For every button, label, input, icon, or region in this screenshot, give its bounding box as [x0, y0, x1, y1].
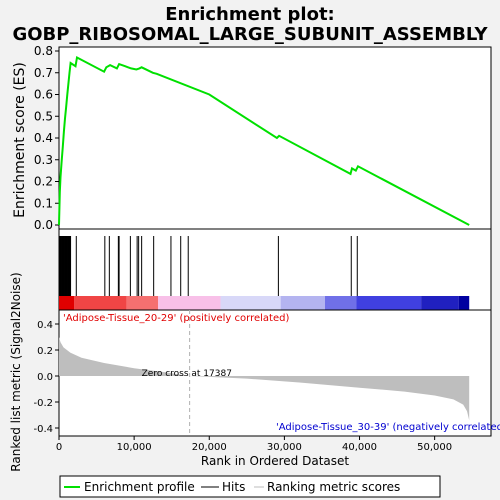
x-tick-label: 50,000: [417, 442, 452, 453]
metric-y-tick-label: 0.4: [37, 320, 53, 331]
color-bar-segment: [280, 296, 325, 310]
color-bar-segment: [126, 296, 159, 310]
color-bar-segment: [158, 296, 221, 310]
x-tick-label: 30,000: [267, 442, 302, 453]
es-y-tick-label: 0.8: [34, 44, 53, 58]
hit-markers: [59, 236, 358, 296]
x-tick-label: 10,000: [117, 442, 152, 453]
color-bar-segment: [324, 296, 357, 310]
es-y-axis-label: Enrichment score (ES): [12, 62, 28, 218]
legend-metric-label: Ranking metric scores: [267, 480, 400, 494]
color-bar-segment: [220, 296, 281, 310]
x-tick-label: 0: [56, 442, 62, 453]
x-tick-label: 40,000: [342, 442, 377, 453]
es-y-tick-label: 0.0: [34, 218, 53, 232]
color-bar-segment: [458, 296, 470, 310]
color-bar-segment: [74, 296, 127, 310]
es-y-tick-label: 0.4: [34, 131, 53, 145]
enrichment-profile-line: [58, 55, 470, 226]
es-y-tick-label: 0.1: [34, 196, 53, 210]
metric-y-axis: 0.4 0.2 0.0 -0.2 -0.4: [33, 320, 59, 435]
es-y-tick-label: 0.6: [34, 88, 53, 102]
metric-y-tick-label: -0.4: [33, 424, 53, 435]
es-y-tick-label: 0.5: [34, 109, 53, 123]
positive-correlation-label: 'Adipose-Tissue_20-29' (positively corre…: [63, 313, 289, 324]
x-tick-label: 20,000: [192, 442, 227, 453]
x-axis-label: Rank in Ordered Dataset: [201, 454, 349, 468]
es-y-axis: 0.0 0.1 0.2 0.3 0.4 0.5 0.6 0.7 0.8: [34, 44, 59, 232]
metric-y-tick-label: 0.2: [37, 346, 53, 357]
es-y-tick-label: 0.3: [34, 153, 53, 167]
color-bar-segment: [59, 296, 75, 310]
color-bar-segment: [421, 296, 459, 310]
es-y-tick-label: 0.7: [34, 66, 53, 80]
color-bar-segment: [356, 296, 422, 310]
ranking-color-bar: [59, 296, 470, 310]
metric-y-tick-label: -0.2: [33, 398, 53, 409]
zero-cross-label: Zero cross at 17387: [142, 369, 232, 379]
metric-y-axis-label: Ranked list metric (Signal2Noise): [9, 272, 23, 471]
legend-box: [59, 475, 441, 498]
ranking-metric-area: [59, 337, 470, 421]
legend-hits-label: Hits: [222, 480, 245, 494]
chart-title-line2: GOBP_RIBOSOMAL_LARGE_SUBUNIT_ASSEMBLY: [12, 24, 488, 45]
x-axis: 0 10,000 20,000 30,000 40,000 50,000: [56, 436, 452, 453]
chart-title-line1: Enrichment plot:: [165, 4, 335, 25]
metric-y-tick-label: 0.0: [37, 372, 53, 383]
negative-correlation-label: 'Adipose-Tissue_30-39' (negatively corre…: [276, 422, 500, 433]
legend-profile-label: Enrichment profile: [84, 480, 195, 494]
es-y-tick-label: 0.2: [34, 175, 53, 189]
